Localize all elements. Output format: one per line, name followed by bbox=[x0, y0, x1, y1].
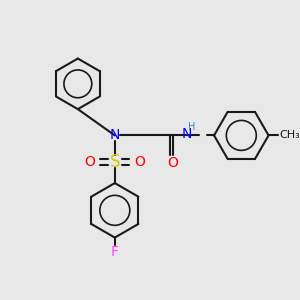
Text: N: N bbox=[181, 128, 191, 141]
Text: O: O bbox=[84, 155, 95, 169]
Text: O: O bbox=[135, 155, 146, 169]
Text: F: F bbox=[111, 245, 119, 259]
Text: N: N bbox=[110, 128, 120, 142]
Text: CH₃: CH₃ bbox=[280, 130, 300, 140]
Text: H: H bbox=[188, 122, 195, 132]
Text: S: S bbox=[110, 153, 120, 171]
Text: O: O bbox=[167, 156, 178, 170]
